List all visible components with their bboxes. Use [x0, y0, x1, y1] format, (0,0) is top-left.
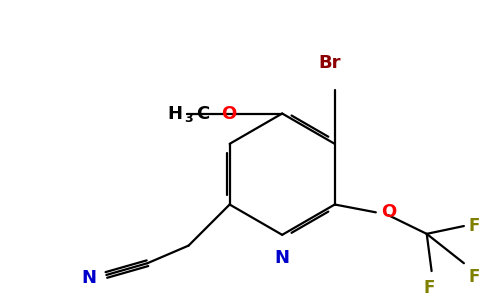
Text: C: C — [196, 104, 210, 122]
Text: Br: Br — [318, 54, 341, 72]
Text: H: H — [167, 104, 182, 122]
Text: F: F — [469, 217, 480, 235]
Text: N: N — [275, 248, 290, 266]
Text: O: O — [221, 104, 236, 122]
Text: O: O — [381, 203, 396, 221]
Text: N: N — [82, 269, 97, 287]
Text: F: F — [424, 279, 435, 297]
Text: 3: 3 — [184, 112, 193, 125]
Text: F: F — [469, 268, 480, 286]
